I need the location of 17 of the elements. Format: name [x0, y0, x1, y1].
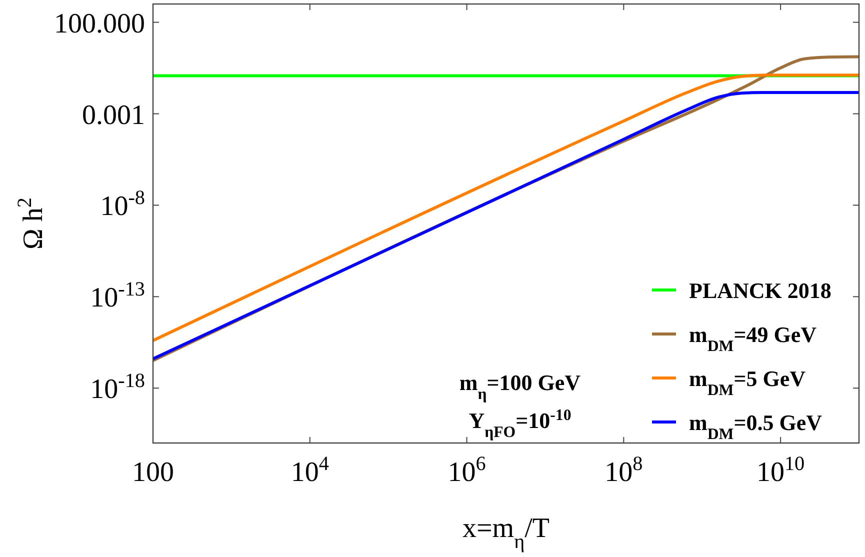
legend-label: m$_{DM}$=5 GeV [689, 366, 806, 398]
legend-label: m$_{DM}$=49 GeV [689, 322, 817, 354]
y-tick-label: 100.000 [54, 8, 145, 40]
x-tick-label: 100 [132, 457, 174, 488]
annotation: Y$_{ηFO}$=10$^{-10}$ [468, 406, 572, 440]
x-tick-label: 10$^{8}$ [604, 453, 643, 488]
y-tick-label: 10$^{-13}$ [90, 278, 145, 314]
x-tick-label: 10$^{6}$ [448, 453, 486, 488]
x-tick-label: 10$^{10}$ [756, 453, 805, 488]
legend-label: m$_{DM}$=0.5 GeV [689, 410, 822, 442]
y-tick-label: 0.001 [82, 100, 145, 131]
x-tick-label: 10$^{4}$ [290, 453, 329, 488]
annotation: m$_{η}$=100 GeV [459, 370, 581, 402]
x-axis-title: x=m$_{η}$/T [462, 513, 550, 553]
legend-label: PLANCK 2018 [689, 278, 832, 303]
y-tick-label: 10$^{-8}$ [100, 187, 145, 222]
y-tick-label: 10$^{-18}$ [90, 370, 145, 406]
